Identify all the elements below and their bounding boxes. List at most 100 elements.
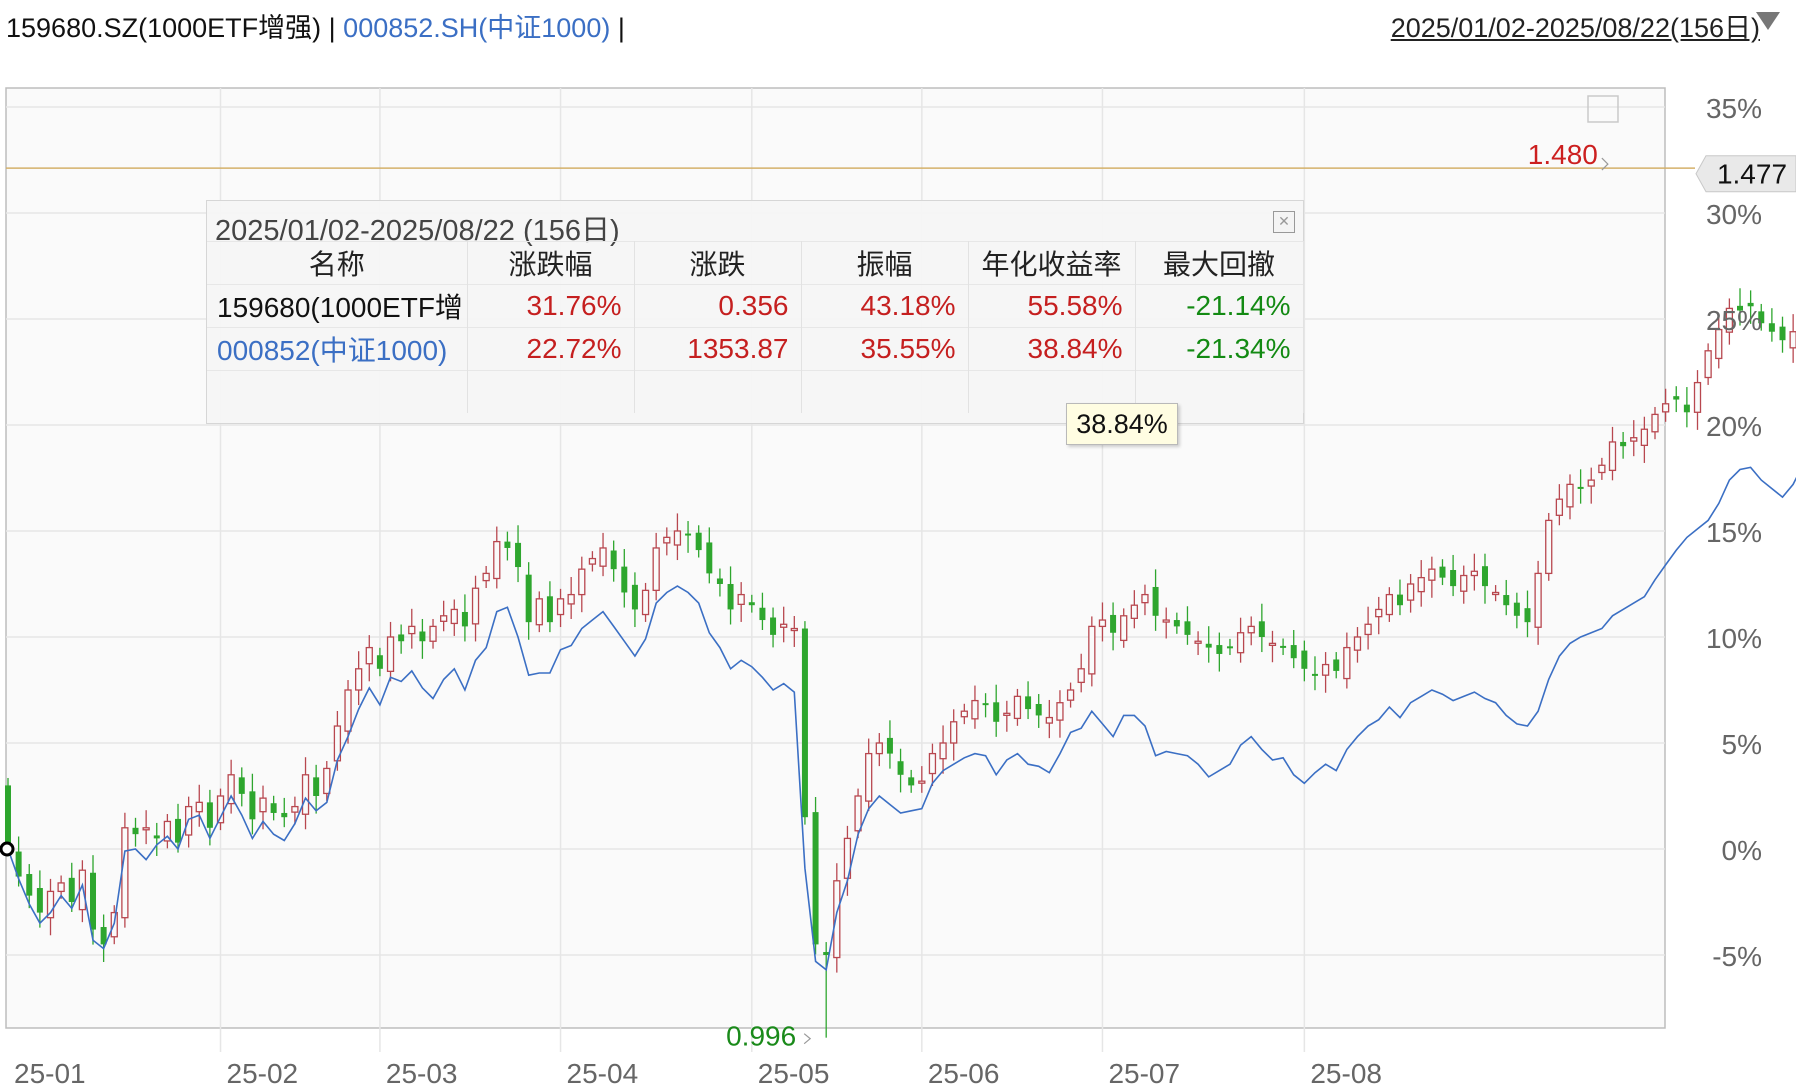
y-tick-label: 0% [1722, 835, 1762, 866]
candlestick [982, 693, 989, 718]
candlestick [1630, 420, 1638, 457]
candle-body [5, 785, 11, 849]
candlestick [663, 527, 671, 556]
x-tick-label: 25-03 [386, 1058, 458, 1089]
candlestick [1013, 688, 1022, 726]
close-icon[interactable]: ✕ [1273, 211, 1295, 233]
candle-body [886, 737, 893, 754]
candle-body [939, 742, 947, 760]
stats-row-index[interactable]: 000852(中证1000) 22.72% 1353.87 35.55% 38.… [207, 327, 1304, 371]
chevron-down-icon[interactable] [1756, 12, 1780, 30]
last-price-badge: 1.477 [1695, 155, 1796, 193]
x-tick-label: 25-04 [567, 1058, 639, 1089]
candle-body [918, 780, 926, 784]
candle-body [1598, 464, 1606, 474]
start-point-marker [0, 841, 15, 857]
candlestick [770, 607, 777, 648]
candlestick [90, 855, 97, 945]
candlestick [759, 592, 766, 631]
candlestick [641, 582, 650, 622]
candlestick [1555, 484, 1564, 526]
row-name: 159680(1000ETF增 [207, 284, 468, 328]
candlestick [1406, 574, 1415, 613]
row-amplitude: 35.55% [801, 327, 969, 371]
candle-body [823, 952, 830, 955]
candle-body [1226, 646, 1233, 649]
y-tick-label: 30% [1706, 199, 1762, 230]
date-range-selector[interactable]: 2025/01/02-2025/08/22(156日) [1390, 13, 1760, 43]
candlestick [1715, 314, 1723, 369]
candlestick [812, 797, 819, 955]
candlestick [525, 562, 532, 640]
candlestick [471, 575, 480, 642]
candle-body [546, 596, 553, 623]
candlestick [1035, 694, 1042, 728]
candle-body [865, 752, 873, 802]
candle-body [663, 536, 671, 544]
candlestick [227, 759, 235, 814]
candle-body [1290, 645, 1297, 659]
candle-body [504, 541, 511, 548]
candle-body [1747, 302, 1754, 307]
candlestick [408, 608, 416, 649]
candle-body [132, 827, 139, 835]
candlestick [960, 703, 968, 725]
candlestick [1301, 640, 1308, 682]
candle-body [673, 530, 682, 546]
row-annualized: 38.84% [968, 327, 1136, 371]
candle-body [1503, 595, 1510, 606]
candle-body [1630, 437, 1638, 442]
legend-etf-label[interactable]: 159680.SZ(1000ETF增强) [6, 13, 322, 43]
candlestick [142, 810, 150, 845]
candlestick [68, 862, 75, 912]
candlestick [928, 743, 937, 787]
candle-body [556, 598, 565, 616]
candlestick [482, 565, 490, 589]
x-tick-label: 25-06 [928, 1058, 1000, 1089]
candle-body [1513, 602, 1520, 616]
candlestick [398, 624, 405, 654]
candlestick [599, 532, 607, 577]
candle-body [950, 721, 958, 744]
candlestick [833, 863, 841, 973]
candle-body [493, 540, 501, 580]
candlestick [1470, 553, 1479, 591]
candle-body [259, 797, 267, 813]
candlestick [206, 789, 213, 846]
candlestick [1704, 343, 1712, 385]
chart-legend: 159680.SZ(1000ETF增强) | 000852.SH(中证1000)… [6, 6, 625, 45]
candle-body [68, 877, 75, 902]
candlestick [1311, 656, 1318, 691]
candlestick [1779, 316, 1786, 353]
candle-body [238, 777, 245, 794]
candlestick [1077, 653, 1085, 693]
candle-body [57, 882, 65, 893]
last-price-badge-bg [1695, 155, 1796, 193]
candle-body [801, 628, 808, 818]
candle-body [770, 617, 777, 635]
y-tick-label: 25% [1706, 305, 1762, 336]
candle-body [1130, 604, 1138, 619]
candlestick [610, 540, 617, 582]
legend-index-label[interactable]: 000852.SH(中证1000) [343, 13, 611, 43]
candlestick [270, 795, 277, 821]
candle-body [153, 835, 160, 839]
candle-body [1035, 703, 1042, 716]
candle-body [1534, 572, 1542, 628]
candle-body [482, 572, 490, 582]
x-tick-label: 25-01 [14, 1058, 86, 1089]
candle-body [36, 888, 43, 913]
candlestick [1247, 616, 1255, 646]
candle-body [567, 593, 575, 605]
stats-row-etf[interactable]: 159680(1000ETF增 31.76% 0.356 43.18% 55.5… [207, 284, 1304, 328]
row-change-pct: 31.76% [467, 284, 635, 328]
candle-body [1110, 614, 1117, 633]
candle-body [1152, 586, 1159, 616]
candlestick [1268, 630, 1277, 663]
candle-body [450, 608, 458, 625]
candle-body [1258, 621, 1265, 637]
candlestick [1640, 416, 1649, 463]
candlestick [238, 767, 245, 807]
candle-body [398, 634, 405, 642]
